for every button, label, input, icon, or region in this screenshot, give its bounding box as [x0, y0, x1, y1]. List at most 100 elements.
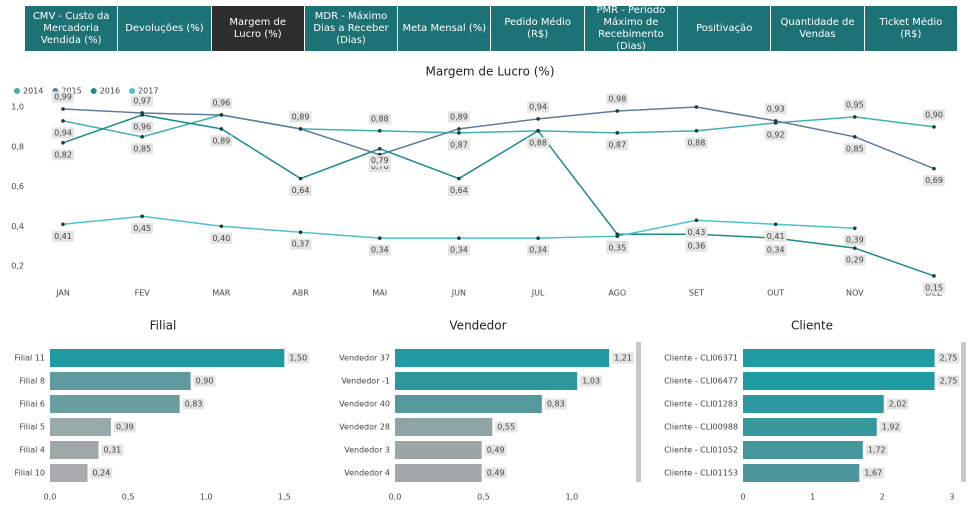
- chart-title: Cliente: [791, 319, 833, 333]
- point: [377, 236, 382, 240]
- tab[interactable]: Pedido Médio (R$): [491, 6, 585, 51]
- line: [62, 114, 935, 138]
- data-label: 0,89: [212, 136, 230, 145]
- data-label-box: [210, 135, 233, 147]
- point: [615, 109, 620, 113]
- data-label: 0,34: [450, 246, 468, 255]
- data-label-box: [210, 97, 233, 109]
- y-tick-label: Cliente - CLI00988: [664, 423, 738, 432]
- bar: [743, 395, 884, 413]
- point: [457, 127, 461, 131]
- y-tick-label: Cliente - CLI06371: [664, 354, 738, 363]
- legend-marker: [90, 88, 97, 94]
- data-label-box: [527, 101, 549, 113]
- bar: [743, 372, 935, 390]
- data-label-box: [685, 137, 708, 149]
- data-label-box: [193, 375, 216, 387]
- data-label: 0,49: [487, 446, 505, 455]
- y-tick-label: Vendedor 28: [339, 423, 390, 432]
- data-label: 0,99: [54, 92, 72, 101]
- point: [457, 131, 461, 135]
- x-tick-label: 1,0: [566, 493, 579, 502]
- data-label-box: [113, 421, 136, 433]
- bar: [395, 441, 482, 459]
- tab[interactable]: Meta Mensal (%): [398, 6, 492, 51]
- data-label: 0,87: [608, 140, 626, 149]
- data-label-box: [448, 111, 470, 123]
- x-tick-label: JAN: [55, 289, 70, 298]
- data-label: 0,34: [767, 246, 785, 255]
- data-label-box: [484, 444, 507, 456]
- line: [62, 114, 935, 277]
- chart-title: Filial: [150, 319, 177, 333]
- data-label-box: [101, 444, 124, 456]
- bar: [50, 349, 285, 367]
- data-label: 1,72: [868, 446, 886, 455]
- data-label: 1,50: [289, 354, 307, 363]
- x-tick-label: MAI: [372, 289, 387, 298]
- data-label-box: [685, 240, 708, 252]
- x-tick-label: 0,5: [122, 493, 135, 502]
- point: [377, 146, 382, 151]
- data-label: 0,90: [196, 377, 214, 386]
- y-tick-label: Filial 11: [14, 354, 45, 363]
- x-tick-label: 1,0: [200, 493, 213, 502]
- line: [62, 106, 935, 170]
- point: [932, 274, 936, 278]
- line: [62, 215, 855, 239]
- data-label: 0,36: [688, 242, 706, 251]
- tab[interactable]: PMR - Período Máximo de Recebimento (Dia…: [584, 5, 679, 52]
- tab[interactable]: Margem de Lucro (%): [211, 6, 305, 51]
- x-tick-label: JUL: [531, 289, 545, 298]
- point: [140, 113, 144, 117]
- point: [932, 166, 936, 171]
- x-tick-label: MAR: [212, 289, 230, 298]
- y-tick-label: Cliente - CLI06477: [664, 377, 738, 386]
- data-label: 0,35: [608, 244, 626, 253]
- y-tick-label: Filial 6: [20, 400, 45, 409]
- y-tick-label: 0,8: [11, 142, 24, 151]
- data-label: 0,96: [133, 122, 151, 131]
- legend-marker: [129, 88, 136, 94]
- tab[interactable]: MDR - Máximo Dias a Receber (Dias): [304, 6, 399, 51]
- bar: [743, 464, 860, 482]
- data-label: 0,29: [846, 256, 864, 265]
- point: [140, 214, 144, 219]
- y-tick-label: 0,4: [11, 222, 24, 231]
- tab[interactable]: Quantidade de Vendas: [771, 6, 865, 51]
- point: [457, 236, 461, 240]
- data-label-box: [937, 352, 960, 364]
- point: [457, 176, 461, 181]
- point: [853, 226, 857, 231]
- y-tick-label: Filial 4: [20, 446, 45, 455]
- tab[interactable]: Devoluções (%): [118, 6, 212, 51]
- data-label-box: [368, 161, 391, 173]
- point: [853, 246, 857, 250]
- bar: [395, 349, 610, 367]
- data-label: 0,39: [116, 423, 134, 432]
- bar: [743, 349, 935, 367]
- data-label-box: [886, 398, 909, 410]
- tab[interactable]: CMV - Custo da Mercadoria Vendida (%): [25, 6, 119, 51]
- point: [140, 135, 144, 139]
- data-label-box: [764, 244, 787, 256]
- bar: [50, 372, 191, 390]
- data-label-box: [448, 185, 470, 197]
- point: [615, 234, 620, 238]
- data-label-box: [527, 244, 549, 256]
- tab[interactable]: Positivação: [678, 6, 772, 51]
- y-tick-label: 0,6: [11, 182, 24, 191]
- data-label-box: [131, 222, 154, 234]
- tab[interactable]: Ticket Médio (R$): [864, 6, 958, 51]
- data-label: 1,67: [864, 469, 882, 478]
- y-tick-label: Vendedor -1: [341, 377, 390, 386]
- bar: [50, 441, 99, 459]
- point: [219, 127, 224, 131]
- data-label: 0,64: [450, 186, 468, 195]
- legend-label: 2017: [138, 87, 158, 96]
- data-label: 0,37: [292, 240, 310, 249]
- point: [694, 218, 699, 223]
- point: [298, 176, 303, 181]
